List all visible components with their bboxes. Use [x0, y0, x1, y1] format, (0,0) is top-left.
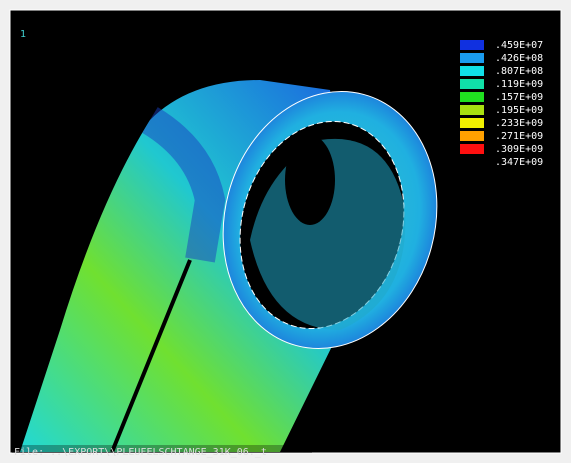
legend-label: .426E+08	[495, 53, 543, 64]
legend-swatch	[460, 66, 484, 76]
legend-label: .807E+08	[495, 66, 543, 77]
viewer: 1 .459E+07 .426E+08 .807E+08 .119E+09 .157E+…	[0, 0, 571, 463]
file-label: File: ..\EXPORT\\PLEUFELSCHTANGE_31K_06.…	[14, 447, 267, 458]
legend-label: .233E+09	[495, 118, 543, 129]
legend-swatch	[460, 79, 484, 89]
legend-swatch	[460, 118, 484, 128]
legend-label: .309E+09	[495, 144, 543, 155]
legend-label: .195E+09	[495, 105, 543, 116]
legend-swatch	[460, 92, 484, 102]
legend-swatch	[460, 144, 484, 154]
legend-label: .459E+07	[495, 40, 543, 51]
window-number: 1	[20, 29, 26, 40]
legend-swatch	[460, 53, 484, 63]
legend-label: .119E+09	[495, 79, 543, 90]
legend-label: .271E+09	[495, 131, 543, 142]
legend-label: .347E+09	[495, 157, 543, 168]
legend-swatch	[460, 40, 484, 50]
legend-swatch	[460, 131, 484, 141]
eye-cavity	[285, 135, 335, 225]
legend-label: .157E+09	[495, 92, 543, 103]
legend-swatch	[460, 105, 484, 115]
